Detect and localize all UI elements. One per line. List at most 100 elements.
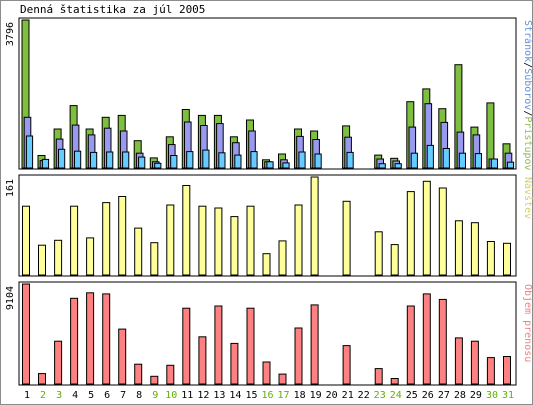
bar-objemprenosu-day-19 [310, 304, 319, 385]
bar-nvtev-day-6 [102, 202, 111, 276]
day-label-31: 31 [502, 390, 514, 401]
day-label-18: 18 [294, 390, 306, 401]
day-label-26: 26 [422, 390, 434, 401]
bar-objemprenosu-day-3 [54, 340, 63, 385]
bar-objemprenosu-day-7 [118, 328, 127, 385]
bar-objemprenosu-day-21 [342, 345, 351, 385]
bar-strnok-day-13 [218, 152, 226, 169]
bar-nvtev-day-27 [438, 187, 447, 276]
bar-strnok-day-2 [41, 158, 50, 169]
bar-strnok-day-7 [122, 151, 130, 169]
day-label-20: 20 [326, 390, 338, 401]
bar-strnok-day-24 [394, 163, 402, 169]
series-label: Prístupov [522, 116, 533, 170]
bar-strnok-day-10 [170, 155, 178, 169]
bar-strnok-day-12 [202, 149, 210, 169]
bar-strnok-day-5 [90, 151, 98, 169]
bar-nvtev-day-12 [198, 205, 207, 276]
series-label-separator: / [522, 62, 533, 68]
bar-nvtev-day-17 [278, 240, 287, 276]
series-label: Súborov [522, 68, 533, 110]
day-label-12: 12 [197, 390, 209, 401]
bar-nvtev-day-26 [422, 180, 431, 276]
bar-nvtev-day-18 [294, 204, 303, 276]
bar-objemprenosu-day-5 [86, 292, 95, 385]
series-labels: Návštev [522, 177, 533, 219]
panel-middle: 161 Návštev [5, 174, 533, 277]
bar-objemprenosu-day-26 [422, 293, 431, 385]
day-label-4: 4 [72, 390, 78, 401]
panel-top: 3796 Stránok/Súborov/Prístupov [5, 17, 533, 171]
day-label-27: 27 [438, 390, 450, 401]
day-label-25: 25 [406, 390, 418, 401]
bar-strnok-day-16 [266, 161, 274, 169]
bar-nvtev-day-25 [406, 191, 415, 276]
bar-nvtev-day-9 [150, 242, 159, 276]
day-label-7: 7 [120, 390, 126, 401]
bar-objemprenosu-day-12 [198, 336, 207, 385]
bar-strnok-day-8 [138, 156, 146, 169]
bar-nvtev-day-2 [38, 244, 46, 276]
bar-strnok-day-25 [410, 152, 418, 169]
bar-strnok-day-18 [298, 151, 306, 169]
bar-strnok-day-30 [490, 158, 498, 169]
bar-prstupov-day-30 [486, 102, 495, 169]
bar-nvtev-day-15 [246, 205, 255, 276]
day-label-28: 28 [454, 390, 466, 401]
day-label-30: 30 [486, 390, 498, 401]
series-label-separator: / [522, 110, 533, 116]
bar-strnok-day-26 [426, 144, 434, 169]
panel-bottom: 9104 Objem prenosu [5, 281, 533, 386]
bar-objemprenosu-day-4 [70, 297, 79, 385]
day-label-8: 8 [136, 390, 142, 401]
series-label: Objem prenosu [522, 284, 533, 362]
y-max-label: 161 [5, 179, 16, 197]
bar-strnok-day-14 [234, 154, 242, 169]
day-label-2: 2 [40, 390, 46, 401]
y-max-label: 9104 [5, 286, 16, 310]
bar-nvtev-day-28 [454, 220, 463, 276]
bar-strnok-day-1 [25, 135, 34, 169]
day-label-10: 10 [165, 390, 177, 401]
y-max-label: 3796 [5, 22, 16, 46]
day-label-13: 13 [213, 390, 225, 401]
series-labels: Stránok/Súborov/Prístupov [522, 20, 533, 171]
bar-objemprenosu-day-31 [503, 356, 511, 385]
bar-strnok-day-31 [506, 161, 515, 169]
day-label-14: 14 [229, 390, 241, 401]
bar-objemprenosu-day-25 [406, 305, 415, 385]
bar-strnok-day-19 [314, 153, 322, 169]
bar-nvtev-day-30 [486, 241, 495, 276]
bar-objemprenosu-day-13 [214, 305, 223, 385]
bar-nvtev-day-13 [214, 207, 223, 276]
bar-nvtev-day-14 [230, 216, 239, 276]
chart-title: Denná štatistika za júl 2005 [20, 3, 206, 16]
day-label-15: 15 [245, 390, 257, 401]
day-label-22: 22 [358, 390, 370, 401]
bar-objemprenosu-day-18 [294, 327, 303, 385]
day-label-9: 9 [152, 390, 158, 401]
bar-objemprenosu-day-29 [470, 340, 479, 385]
bar-objemprenosu-day-6 [102, 293, 111, 385]
bar-nvtev-day-31 [503, 242, 511, 276]
bar-objemprenosu-day-16 [262, 361, 271, 385]
bar-objemprenosu-day-2 [38, 373, 46, 385]
bar-objemprenosu-day-17 [278, 373, 287, 385]
bar-nvtev-day-4 [70, 205, 79, 276]
series-labels: Objem prenosu [522, 284, 533, 362]
bar-strnok-day-9 [154, 162, 162, 169]
day-label-1: 1 [24, 390, 30, 401]
bar-strnok-day-27 [442, 148, 450, 169]
bar-objemprenosu-day-9 [150, 375, 159, 385]
bar-objemprenosu-day-15 [246, 307, 255, 385]
bar-nvtev-day-8 [134, 227, 143, 276]
bar-objemprenosu-day-10 [166, 364, 175, 385]
bar-nvtev-day-24 [390, 244, 399, 276]
bar-nvtev-day-3 [54, 239, 63, 276]
bar-strnok-day-4 [74, 150, 82, 169]
bar-nvtev-day-11 [182, 185, 191, 276]
bar-objemprenosu-day-24 [390, 378, 399, 385]
bar-objemprenosu-day-28 [454, 337, 463, 385]
day-label-29: 29 [470, 390, 482, 401]
